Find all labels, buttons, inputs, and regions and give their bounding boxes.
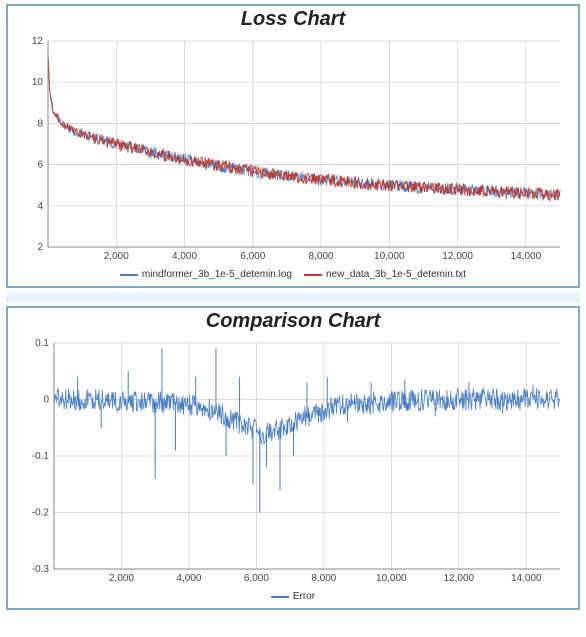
svg-text:10: 10 — [32, 77, 44, 88]
comparison-chart-panel: Comparison Chart -0.3 -0.2 -0.1 0 0.1 2,000 4,… — [6, 306, 580, 610]
svg-text:6: 6 — [37, 160, 43, 171]
svg-text:14,000: 14,000 — [511, 251, 542, 262]
svg-text:2,000: 2,000 — [109, 573, 134, 584]
svg-text:4,000: 4,000 — [176, 573, 201, 584]
svg-text:-0.2: -0.2 — [32, 508, 50, 519]
svg-text:8: 8 — [37, 118, 43, 129]
loss-chart-plot-area: 2 4 6 8 10 12 2,000 4,000 6,000 8,000 10,000 12,000… — [16, 35, 570, 265]
legend-item: new_data_3b_1e-5_detemin.txt — [304, 269, 466, 280]
legend-item: mindformer_3b_1e-5_detemin.log — [120, 269, 292, 280]
comparison-chart-title: Comparison Chart — [8, 308, 578, 333]
comparison-chart-legend: Error — [8, 589, 578, 608]
legend-item: Error — [271, 591, 315, 602]
comparison-chart-plot-area: -0.3 -0.2 -0.1 0 0.1 2,000 4,000 6,000 8,000 10,0… — [16, 337, 570, 587]
svg-text:-0.3: -0.3 — [32, 564, 50, 575]
svg-text:2,000: 2,000 — [104, 251, 129, 262]
svg-text:10,000: 10,000 — [376, 573, 407, 584]
svg-text:4,000: 4,000 — [172, 251, 197, 262]
loss-chart-title: Loss Chart — [8, 6, 578, 31]
svg-text:4: 4 — [37, 201, 43, 212]
svg-text:12: 12 — [32, 36, 44, 47]
loss-chart-panel: Loss Chart 2 4 6 8 10 12 2,000 4,000 6,000 8,000 1… — [6, 4, 580, 288]
legend-swatch — [120, 274, 138, 276]
legend-label: new_data_3b_1e-5_detemin.txt — [326, 269, 466, 280]
legend-swatch — [271, 596, 289, 598]
svg-text:10,000: 10,000 — [374, 251, 405, 262]
svg-text:8,000: 8,000 — [311, 573, 336, 584]
legend-label: mindformer_3b_1e-5_detemin.log — [142, 269, 292, 280]
svg-text:8,000: 8,000 — [309, 251, 334, 262]
legend-swatch — [304, 274, 322, 276]
svg-text:14,000: 14,000 — [511, 573, 542, 584]
svg-text:0: 0 — [43, 395, 49, 406]
loss-chart-legend: mindformer_3b_1e-5_detemin.log new_data_3… — [8, 267, 578, 286]
svg-text:12,000: 12,000 — [442, 251, 473, 262]
svg-text:0.1: 0.1 — [35, 338, 49, 349]
svg-text:6,000: 6,000 — [240, 251, 265, 262]
svg-text:12,000: 12,000 — [444, 573, 475, 584]
svg-text:-0.1: -0.1 — [32, 451, 50, 462]
legend-label: Error — [293, 591, 315, 602]
svg-text:6,000: 6,000 — [244, 573, 269, 584]
svg-text:2: 2 — [37, 242, 43, 253]
